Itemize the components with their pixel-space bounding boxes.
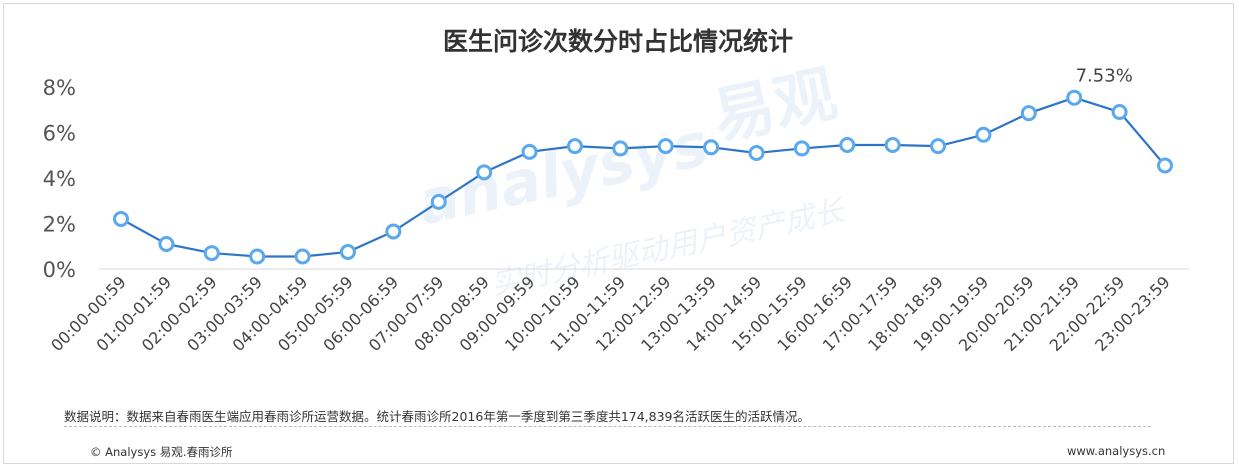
watermark-brand: 易观 [706, 57, 842, 154]
copyright: © Analysys 易观.春雨诊所 [90, 445, 233, 459]
y-tick-label: 0% [43, 258, 76, 282]
data-point[interactable] [113, 210, 129, 227]
data-point[interactable] [521, 143, 538, 160]
chart-title: 医生问诊次数分时占比情况统计 [443, 27, 793, 56]
chart: analysys 易观 实时分析驱动用户资产成长 医生问诊次数分时占比情况统计 … [43, 27, 1189, 355]
y-axis: 0% 2% 4% 6% 8% [43, 76, 76, 282]
data-point[interactable] [1020, 105, 1037, 122]
data-point[interactable] [203, 245, 220, 262]
watermark: analysys 易观 实时分析驱动用户资产成长 [412, 57, 849, 303]
data-point[interactable] [476, 164, 493, 181]
data-point[interactable] [839, 137, 856, 154]
data-point[interactable] [158, 235, 175, 252]
data-point[interactable] [975, 126, 992, 143]
x-axis: 00:00-00:5901:00-01:5902:00-02:5903:00-0… [47, 272, 1174, 355]
series-line-group [113, 89, 1173, 265]
y-tick-label: 8% [43, 76, 76, 100]
y-tick-label: 4% [43, 167, 76, 191]
y-tick-label: 2% [43, 213, 76, 237]
data-point[interactable] [1111, 104, 1128, 121]
data-point[interactable] [703, 139, 720, 156]
data-point[interactable] [1066, 89, 1083, 106]
watermark-latin: analysys [412, 110, 714, 240]
website-link[interactable]: www.analysys.cn [1067, 444, 1166, 458]
data-point[interactable] [385, 223, 402, 240]
data-point[interactable] [430, 193, 447, 210]
data-point[interactable] [748, 144, 765, 161]
data-point[interactable] [793, 140, 810, 157]
data-point[interactable] [294, 248, 311, 265]
chart-frame: analysys 易观 实时分析驱动用户资产成长 医生问诊次数分时占比情况统计 … [3, 3, 1234, 464]
data-note: 数据说明：数据来自春雨医生端应用春雨诊所运营数据。统计春雨诊所2016年第一季度… [64, 409, 811, 424]
data-point[interactable] [566, 138, 583, 155]
data-point[interactable] [1157, 157, 1173, 174]
y-tick-label: 6% [43, 122, 76, 146]
data-point[interactable] [612, 140, 629, 157]
data-point[interactable] [339, 243, 356, 260]
note-divider [64, 426, 1151, 427]
peak-data-label: 7.53% [1076, 66, 1133, 87]
data-point[interactable] [930, 138, 947, 155]
data-point[interactable] [657, 138, 674, 155]
data-point[interactable] [884, 137, 901, 154]
data-point[interactable] [249, 248, 266, 265]
